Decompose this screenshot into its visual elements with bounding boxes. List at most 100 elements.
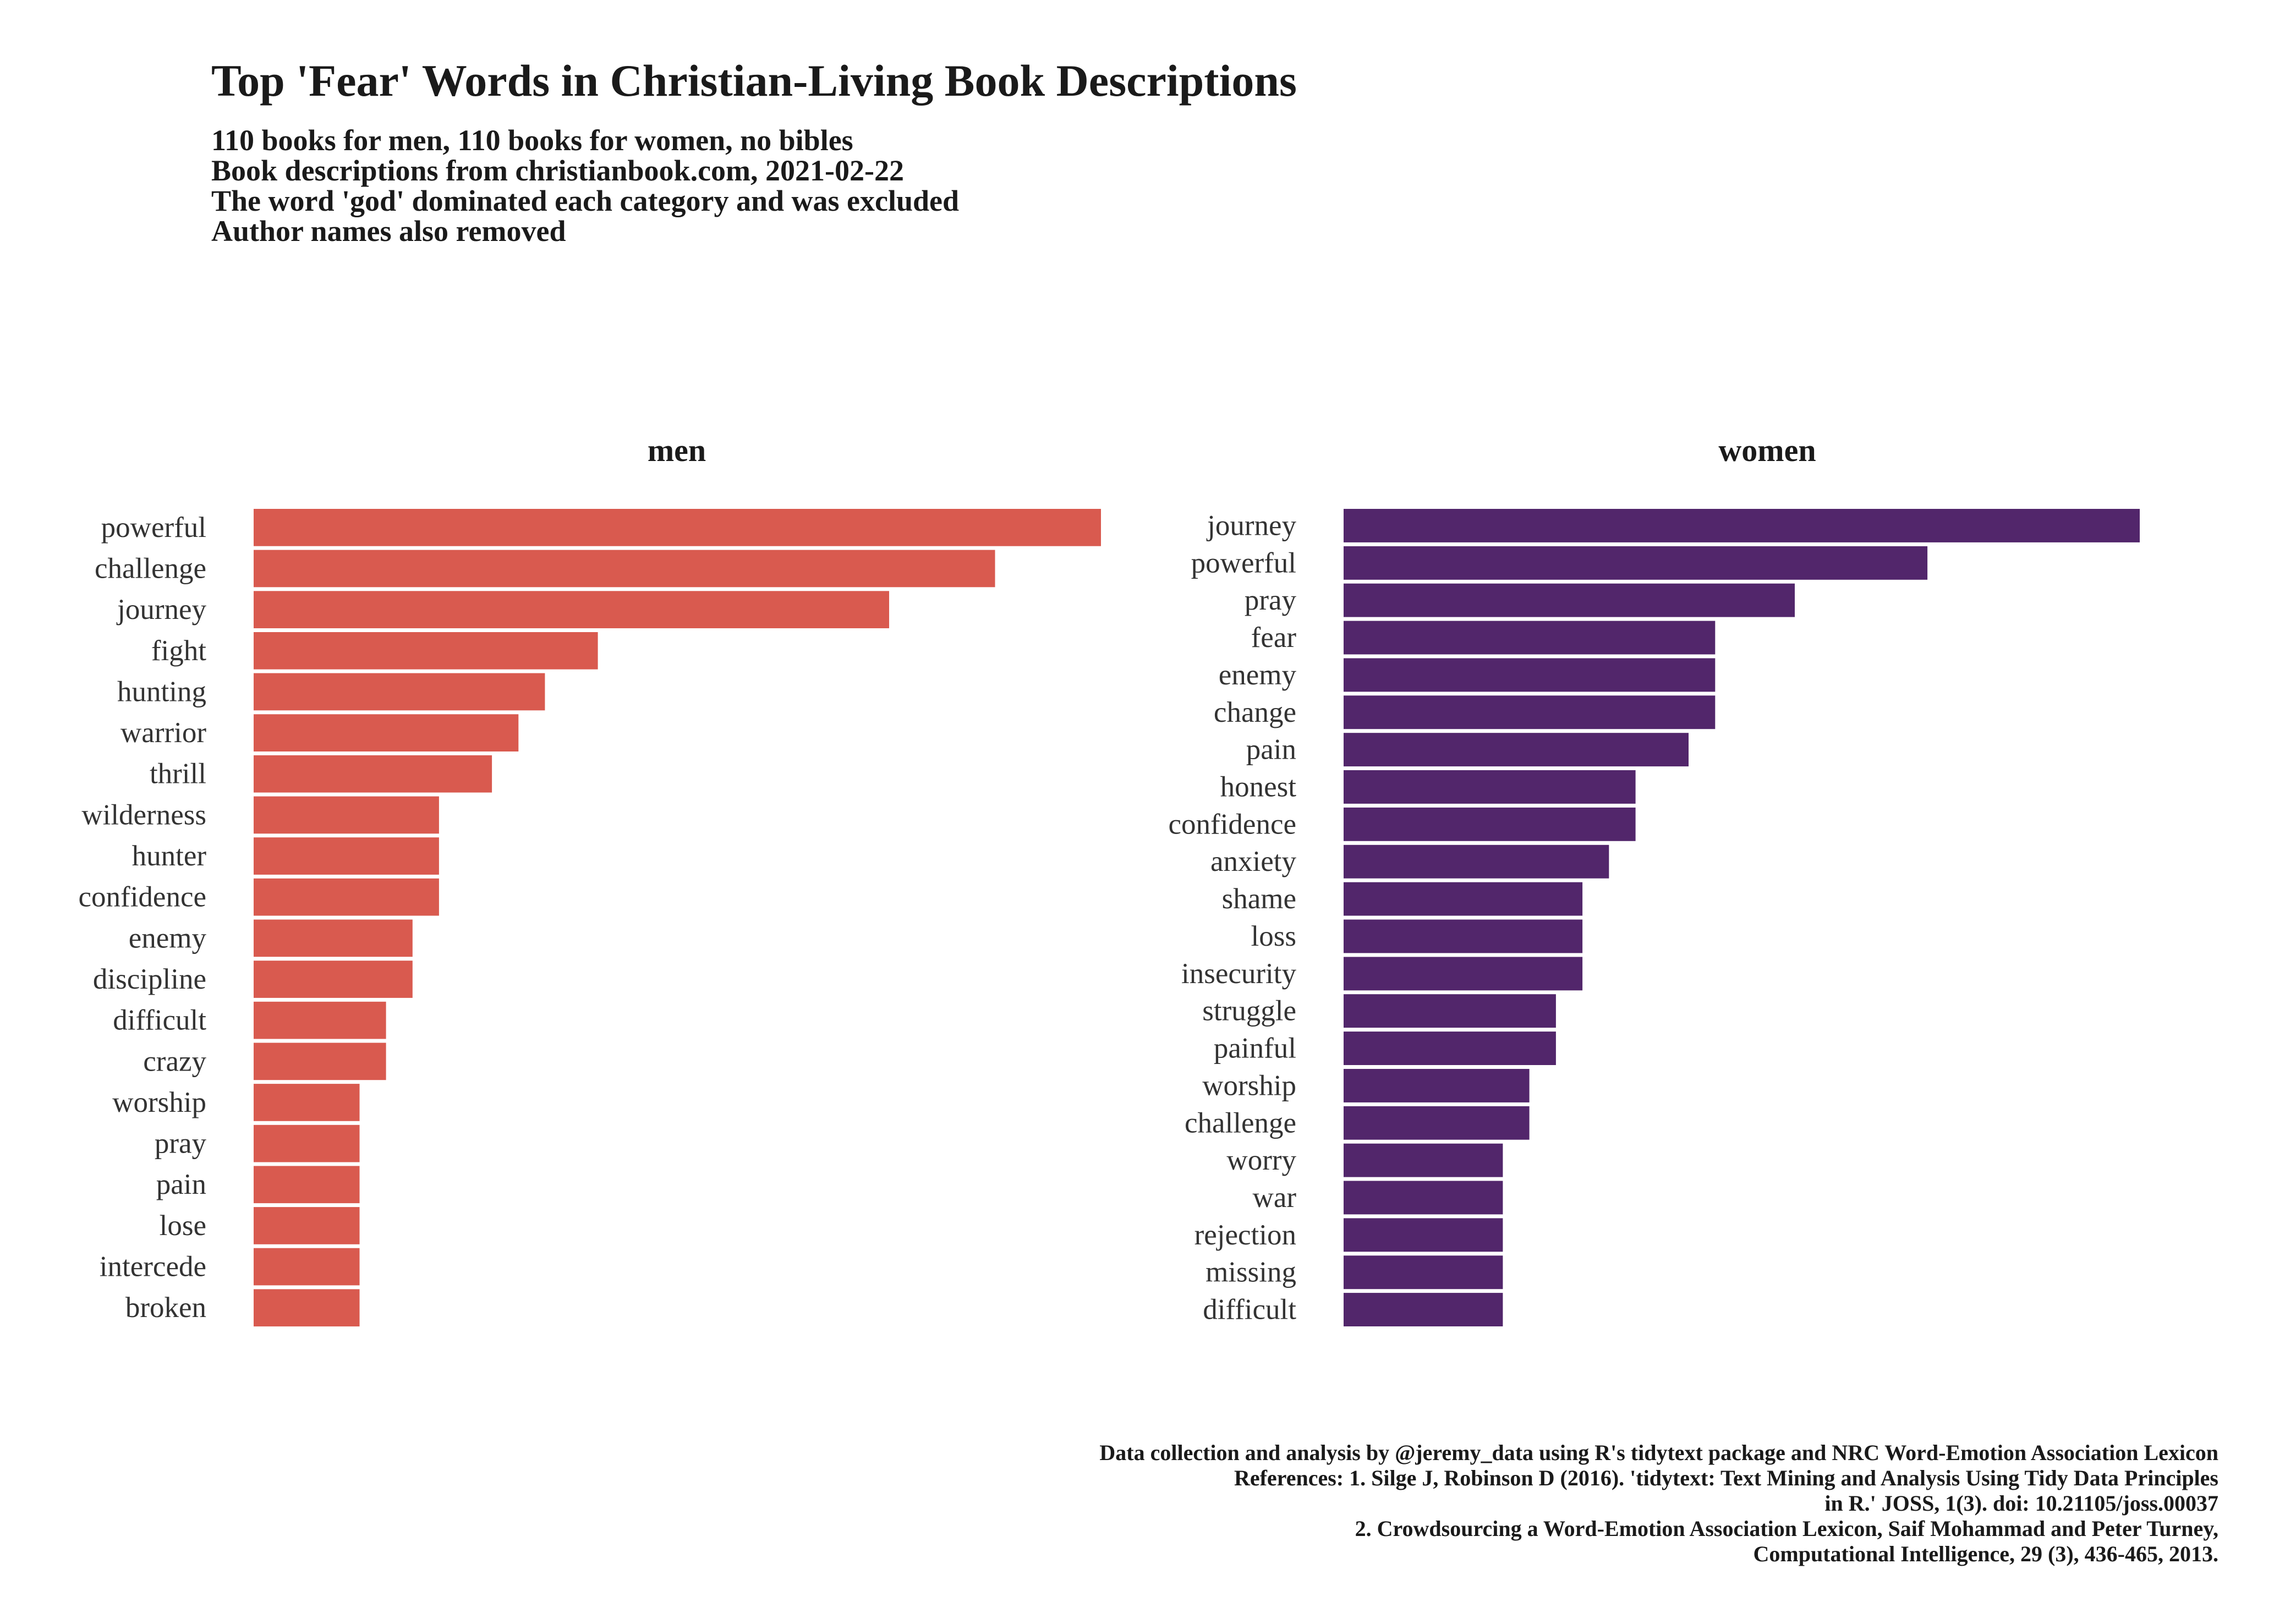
tick-label-women-difficult: difficult xyxy=(1203,1294,1296,1326)
bar-men-broken xyxy=(254,1289,360,1327)
bar-women-painful xyxy=(1344,1032,1556,1065)
bar-men-journey xyxy=(254,591,889,628)
bar-women-pain xyxy=(1344,733,1689,767)
bar-women-loss xyxy=(1344,919,1583,953)
tick-label-women-worship: worship xyxy=(1202,1069,1296,1101)
tick-label-men-worship: worship xyxy=(112,1087,206,1118)
tick-label-women-struggle: struggle xyxy=(1202,995,1296,1027)
tick-label-women-worry: worry xyxy=(1226,1144,1296,1176)
tick-label-women-insecurity: insecurity xyxy=(1181,958,1296,990)
tick-label-men-hunting: hunting xyxy=(117,676,206,707)
bar-men-discipline xyxy=(254,961,413,998)
bar-women-confidence xyxy=(1344,807,1636,841)
tick-label-women-anxiety: anxiety xyxy=(1210,846,1296,877)
bar-women-challenge xyxy=(1344,1106,1530,1140)
panel-title-men: men xyxy=(647,432,706,468)
bar-women-struggle xyxy=(1344,994,1556,1028)
tick-label-women-powerful: powerful xyxy=(1191,547,1296,579)
tick-label-men-enemy: enemy xyxy=(129,922,207,954)
bar-women-anxiety xyxy=(1344,844,1609,879)
bar-women-journey xyxy=(1344,509,2140,542)
caption-line: 2. Crowdsourcing a Word-Emotion Associat… xyxy=(1355,1516,2218,1541)
women-panel: journey powerful pray fear enemy change pain ho… xyxy=(1169,509,2140,1326)
bar-men-crazy xyxy=(254,1043,386,1080)
tick-label-women-rejection: rejection xyxy=(1194,1219,1296,1251)
bar-women-war xyxy=(1344,1181,1503,1215)
bar-women-missing xyxy=(1344,1255,1503,1290)
tick-label-women-missing: missing xyxy=(1206,1257,1296,1288)
bar-women-powerful xyxy=(1344,546,1928,580)
panel-title-women: women xyxy=(1718,432,1816,468)
bar-women-rejection xyxy=(1344,1218,1503,1252)
bar-women-fear xyxy=(1344,621,1716,655)
bar-men-lose xyxy=(254,1207,360,1244)
bar-women-difficult xyxy=(1344,1293,1503,1326)
bar-women-worry xyxy=(1344,1143,1503,1177)
tick-label-men-crazy: crazy xyxy=(143,1045,206,1077)
bar-women-insecurity xyxy=(1344,957,1583,991)
tick-label-men-confidence: confidence xyxy=(79,881,206,913)
tick-label-women-honest: honest xyxy=(1220,771,1297,803)
bar-women-pray xyxy=(1344,583,1795,617)
subtitle-line: Book descriptions from christianbook.com… xyxy=(211,154,905,187)
tick-label-women-change: change xyxy=(1214,696,1296,728)
bar-men-warrior xyxy=(254,714,519,751)
bar-men-difficult xyxy=(254,1001,386,1039)
chart-subtitle: 110 books for men, 110 books for women, … xyxy=(211,125,959,246)
bar-men-wilderness xyxy=(254,796,439,834)
tick-label-women-challenge: challenge xyxy=(1185,1107,1296,1139)
tick-label-men-lose: lose xyxy=(160,1210,206,1242)
caption-line: Computational Intelligence, 29 (3), 436-… xyxy=(1753,1541,2218,1566)
tick-label-men-journey: journey xyxy=(116,594,206,626)
tick-label-men-powerful: powerful xyxy=(101,512,206,544)
bar-men-powerful xyxy=(254,509,1101,546)
tick-label-women-confidence: confidence xyxy=(1169,808,1296,840)
bar-men-thrill xyxy=(254,755,492,793)
tick-label-women-loss: loss xyxy=(1251,920,1296,952)
bar-women-shame xyxy=(1344,882,1583,916)
tick-label-men-fight: fight xyxy=(151,635,206,667)
chart-title: Top 'Fear' Words in Christian-Living Boo… xyxy=(211,56,1297,106)
tick-label-men-challenge: challenge xyxy=(95,553,206,585)
caption-line: References: 1. Silge J, Robinson D (2016… xyxy=(1234,1466,2218,1490)
bar-women-honest xyxy=(1344,770,1636,804)
tick-label-men-warrior: warrior xyxy=(120,717,206,749)
bar-men-enemy xyxy=(254,919,413,957)
tick-label-women-pain: pain xyxy=(1246,734,1296,766)
bar-men-pray xyxy=(254,1124,360,1162)
tick-label-women-painful: painful xyxy=(1214,1033,1296,1065)
chart-caption: Data collection and analysis by @jeremy_… xyxy=(1099,1440,2218,1567)
subtitle-line: Author names also removed xyxy=(211,215,566,248)
tick-label-men-pray: pray xyxy=(155,1128,207,1160)
tick-label-men-broken: broken xyxy=(125,1292,206,1324)
tick-label-women-war: war xyxy=(1253,1182,1297,1214)
tick-label-men-discipline: discipline xyxy=(93,963,206,995)
tick-label-men-thrill: thrill xyxy=(150,758,206,790)
bar-men-worship xyxy=(254,1084,360,1121)
caption-line: in R.' JOSS, 1(3). doi: 10.21105/joss.00… xyxy=(1824,1491,2218,1516)
bar-men-confidence xyxy=(254,878,439,916)
tick-label-women-pray: pray xyxy=(1245,584,1297,616)
caption-line: Data collection and analysis by @jeremy_… xyxy=(1099,1440,2218,1465)
subtitle-line: The word 'god' dominated each category a… xyxy=(211,184,960,217)
bar-women-change xyxy=(1344,695,1716,729)
bar-men-challenge xyxy=(254,550,995,588)
bar-men-hunter xyxy=(254,837,439,875)
bar-men-pain xyxy=(254,1166,360,1204)
tick-label-women-journey: journey xyxy=(1206,509,1296,541)
bar-women-worship xyxy=(1344,1069,1530,1102)
tick-label-men-intercede: intercede xyxy=(100,1251,206,1283)
tick-label-men-wilderness: wilderness xyxy=(81,799,206,831)
bar-men-hunting xyxy=(254,673,545,711)
subtitle-line: 110 books for men, 110 books for women, … xyxy=(211,124,853,157)
tick-label-men-pain: pain xyxy=(156,1168,206,1200)
tick-label-men-difficult: difficult xyxy=(113,1005,206,1036)
tick-label-men-hunter: hunter xyxy=(132,840,207,872)
men-panel: powerful challenge journey fight hunting warr… xyxy=(79,509,1101,1327)
tick-label-women-shame: shame xyxy=(1222,883,1296,915)
bar-men-intercede xyxy=(254,1248,360,1286)
bar-men-fight xyxy=(254,632,598,670)
tick-label-women-fear: fear xyxy=(1251,622,1297,654)
tick-label-women-enemy: enemy xyxy=(1219,659,1297,691)
